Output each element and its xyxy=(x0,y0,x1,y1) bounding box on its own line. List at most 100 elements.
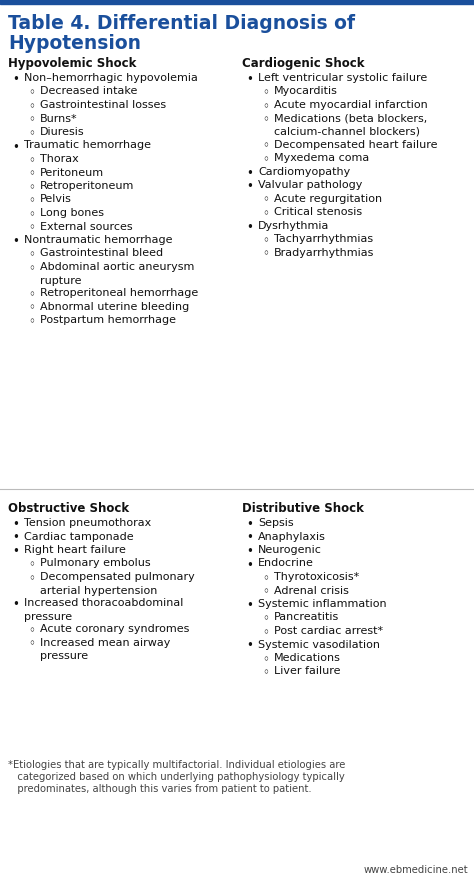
Text: categorized based on which underlying pathophysiology typically: categorized based on which underlying pa… xyxy=(8,771,345,781)
Text: •: • xyxy=(246,544,253,558)
Text: Long bones: Long bones xyxy=(40,208,104,218)
Text: •: • xyxy=(12,544,19,558)
Text: calcium-channel blockers): calcium-channel blockers) xyxy=(274,126,420,137)
Text: ◦: ◦ xyxy=(262,652,269,666)
Text: ◦: ◦ xyxy=(262,86,269,99)
Text: ◦: ◦ xyxy=(28,248,35,261)
Text: ◦: ◦ xyxy=(28,154,35,167)
Text: •: • xyxy=(12,73,19,86)
Text: Increased thoracoabdominal: Increased thoracoabdominal xyxy=(24,597,183,608)
Text: Anaphylaxis: Anaphylaxis xyxy=(258,531,326,541)
Text: ◦: ◦ xyxy=(262,153,269,166)
Text: ◦: ◦ xyxy=(28,262,35,275)
Text: Acute myocardial infarction: Acute myocardial infarction xyxy=(274,100,428,110)
Text: Thorax: Thorax xyxy=(40,154,79,164)
Text: •: • xyxy=(246,639,253,651)
Text: ◦: ◦ xyxy=(28,558,35,571)
Text: Dysrhythmia: Dysrhythmia xyxy=(258,220,329,230)
Text: ◦: ◦ xyxy=(28,301,35,314)
Text: Endocrine: Endocrine xyxy=(258,558,314,568)
Text: ◦: ◦ xyxy=(28,314,35,327)
Text: Distributive Shock: Distributive Shock xyxy=(242,501,364,515)
Text: pressure: pressure xyxy=(24,611,72,621)
Text: Gastrointestinal losses: Gastrointestinal losses xyxy=(40,100,166,110)
Text: Medications (beta blockers,: Medications (beta blockers, xyxy=(274,113,427,124)
Text: Gastrointestinal bleed: Gastrointestinal bleed xyxy=(40,248,163,258)
Text: ◦: ◦ xyxy=(262,612,269,625)
Text: Systemic inflammation: Systemic inflammation xyxy=(258,598,387,608)
Text: Pulmonary embolus: Pulmonary embolus xyxy=(40,558,151,568)
Text: ◦: ◦ xyxy=(262,585,269,598)
Text: rupture: rupture xyxy=(40,275,82,285)
Text: Medications: Medications xyxy=(274,652,341,662)
Text: •: • xyxy=(246,180,253,193)
Text: Bradyarrhythmias: Bradyarrhythmias xyxy=(274,248,374,257)
Text: Abdominal aortic aneurysm: Abdominal aortic aneurysm xyxy=(40,262,194,271)
Text: Non–hemorrhagic hypovolemia: Non–hemorrhagic hypovolemia xyxy=(24,73,198,83)
Text: Neurogenic: Neurogenic xyxy=(258,544,322,554)
Text: ◦: ◦ xyxy=(28,288,35,300)
Text: Postpartum hemorrhage: Postpartum hemorrhage xyxy=(40,314,176,325)
Text: ◦: ◦ xyxy=(28,181,35,194)
Text: Right heart failure: Right heart failure xyxy=(24,544,126,554)
Text: ◦: ◦ xyxy=(28,221,35,234)
Text: Pelvis: Pelvis xyxy=(40,194,72,205)
Text: arterial hypertension: arterial hypertension xyxy=(40,585,157,594)
Text: Systemic vasodilation: Systemic vasodilation xyxy=(258,639,380,649)
Text: Adrenal crisis: Adrenal crisis xyxy=(274,585,349,594)
Text: •: • xyxy=(246,73,253,86)
Text: Retroperitoneum: Retroperitoneum xyxy=(40,181,134,191)
Text: Traumatic hemorrhage: Traumatic hemorrhage xyxy=(24,140,151,150)
Text: Hypovolemic Shock: Hypovolemic Shock xyxy=(8,57,137,70)
Text: •: • xyxy=(12,234,19,248)
Text: Acute coronary syndromes: Acute coronary syndromes xyxy=(40,623,190,633)
Text: Hypotension: Hypotension xyxy=(8,34,141,53)
Text: Valvular pathology: Valvular pathology xyxy=(258,180,363,190)
Text: Myxedema coma: Myxedema coma xyxy=(274,153,369,163)
Text: Sepsis: Sepsis xyxy=(258,517,293,528)
Text: pressure: pressure xyxy=(40,651,88,660)
Text: Decompensated pulmonary: Decompensated pulmonary xyxy=(40,572,195,581)
Text: External sources: External sources xyxy=(40,221,133,231)
Text: Left ventricular systolic failure: Left ventricular systolic failure xyxy=(258,73,427,83)
Text: Myocarditis: Myocarditis xyxy=(274,86,338,97)
Text: Decreased intake: Decreased intake xyxy=(40,86,137,97)
Text: •: • xyxy=(246,531,253,543)
Text: ◦: ◦ xyxy=(28,637,35,650)
Text: Diuresis: Diuresis xyxy=(40,126,85,137)
Text: ◦: ◦ xyxy=(28,208,35,220)
Text: ◦: ◦ xyxy=(28,113,35,126)
Text: Table 4. Differential Diagnosis of: Table 4. Differential Diagnosis of xyxy=(8,14,355,33)
Text: ◦: ◦ xyxy=(28,126,35,140)
Text: predominates, although this varies from patient to patient.: predominates, although this varies from … xyxy=(8,783,311,793)
Text: Cardiogenic Shock: Cardiogenic Shock xyxy=(242,57,365,70)
Text: •: • xyxy=(12,597,19,610)
Text: Pancreatitis: Pancreatitis xyxy=(274,612,339,622)
Text: ◦: ◦ xyxy=(262,625,269,638)
Text: •: • xyxy=(246,220,253,234)
Text: ◦: ◦ xyxy=(28,100,35,113)
Text: ◦: ◦ xyxy=(262,248,269,260)
Text: •: • xyxy=(246,166,253,179)
Text: •: • xyxy=(246,558,253,571)
Text: Decompensated heart failure: Decompensated heart failure xyxy=(274,140,438,149)
Text: Tension pneumothorax: Tension pneumothorax xyxy=(24,517,151,528)
Text: ◦: ◦ xyxy=(262,113,269,126)
Text: ◦: ◦ xyxy=(262,207,269,220)
Text: Cardiomyopathy: Cardiomyopathy xyxy=(258,166,350,176)
Text: Nontraumatic hemorrhage: Nontraumatic hemorrhage xyxy=(24,234,173,245)
Text: Retroperitoneal hemorrhage: Retroperitoneal hemorrhage xyxy=(40,288,198,298)
Text: Critical stenosis: Critical stenosis xyxy=(274,207,362,217)
Text: ◦: ◦ xyxy=(262,666,269,679)
Text: Acute regurgitation: Acute regurgitation xyxy=(274,193,382,204)
Text: ◦: ◦ xyxy=(28,623,35,637)
Text: Liver failure: Liver failure xyxy=(274,666,340,676)
Text: ◦: ◦ xyxy=(28,194,35,207)
Text: ◦: ◦ xyxy=(28,86,35,99)
Text: ◦: ◦ xyxy=(28,572,35,585)
Text: ◦: ◦ xyxy=(28,168,35,180)
Text: ◦: ◦ xyxy=(262,234,269,247)
Text: •: • xyxy=(12,531,19,543)
Text: Abnormal uterine bleeding: Abnormal uterine bleeding xyxy=(40,301,189,311)
Text: www.ebmedicine.net: www.ebmedicine.net xyxy=(364,864,468,874)
